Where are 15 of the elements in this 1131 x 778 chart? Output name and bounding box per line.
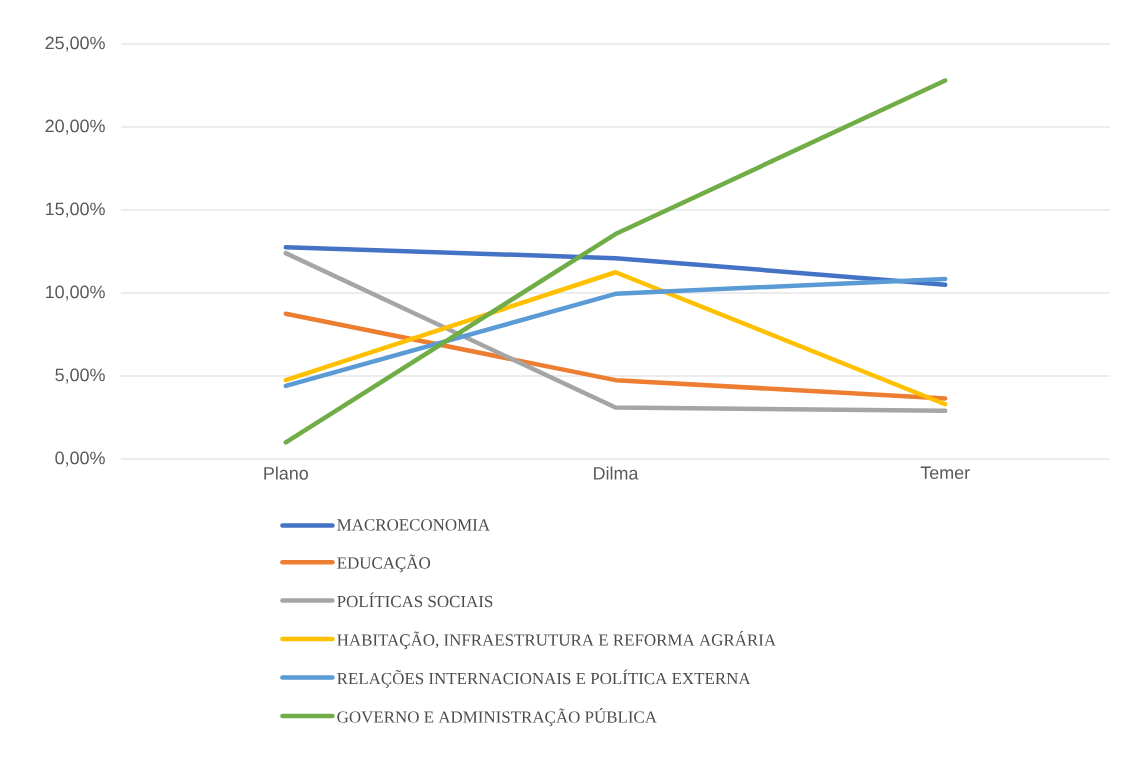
legend-label: POLÍTICAS SOCIAIS	[337, 592, 493, 608]
y-tick-label: 20,00%	[45, 119, 105, 135]
legend-label: EDUCAÇÃO	[337, 554, 431, 573]
y-tick-label: 15,00%	[46, 202, 105, 218]
legend-label: RELAÇÕES INTERNACIONAIS E POLÍTICA EXTERNA	[337, 669, 751, 688]
x-tick-label: Dilma	[594, 466, 639, 480]
y-tick-label: 25,00%	[45, 36, 105, 52]
legend-label: MACROECONOMIA	[337, 519, 490, 531]
x-tick-label: Temer	[920, 466, 970, 480]
legend-label: HABITAÇÃO, INFRAESTRUTURA E REFORMA AGRÁRIA	[337, 631, 776, 650]
x-tick-label: Plano	[264, 466, 308, 480]
legend-label: GOVERNO E ADMINISTRAÇÃO PÚBLICA	[337, 708, 657, 727]
y-tick-label: 10,00%	[46, 285, 105, 301]
y-tick-label: 5,00%	[55, 368, 105, 384]
y-tick-label: 0,00%	[55, 451, 105, 467]
